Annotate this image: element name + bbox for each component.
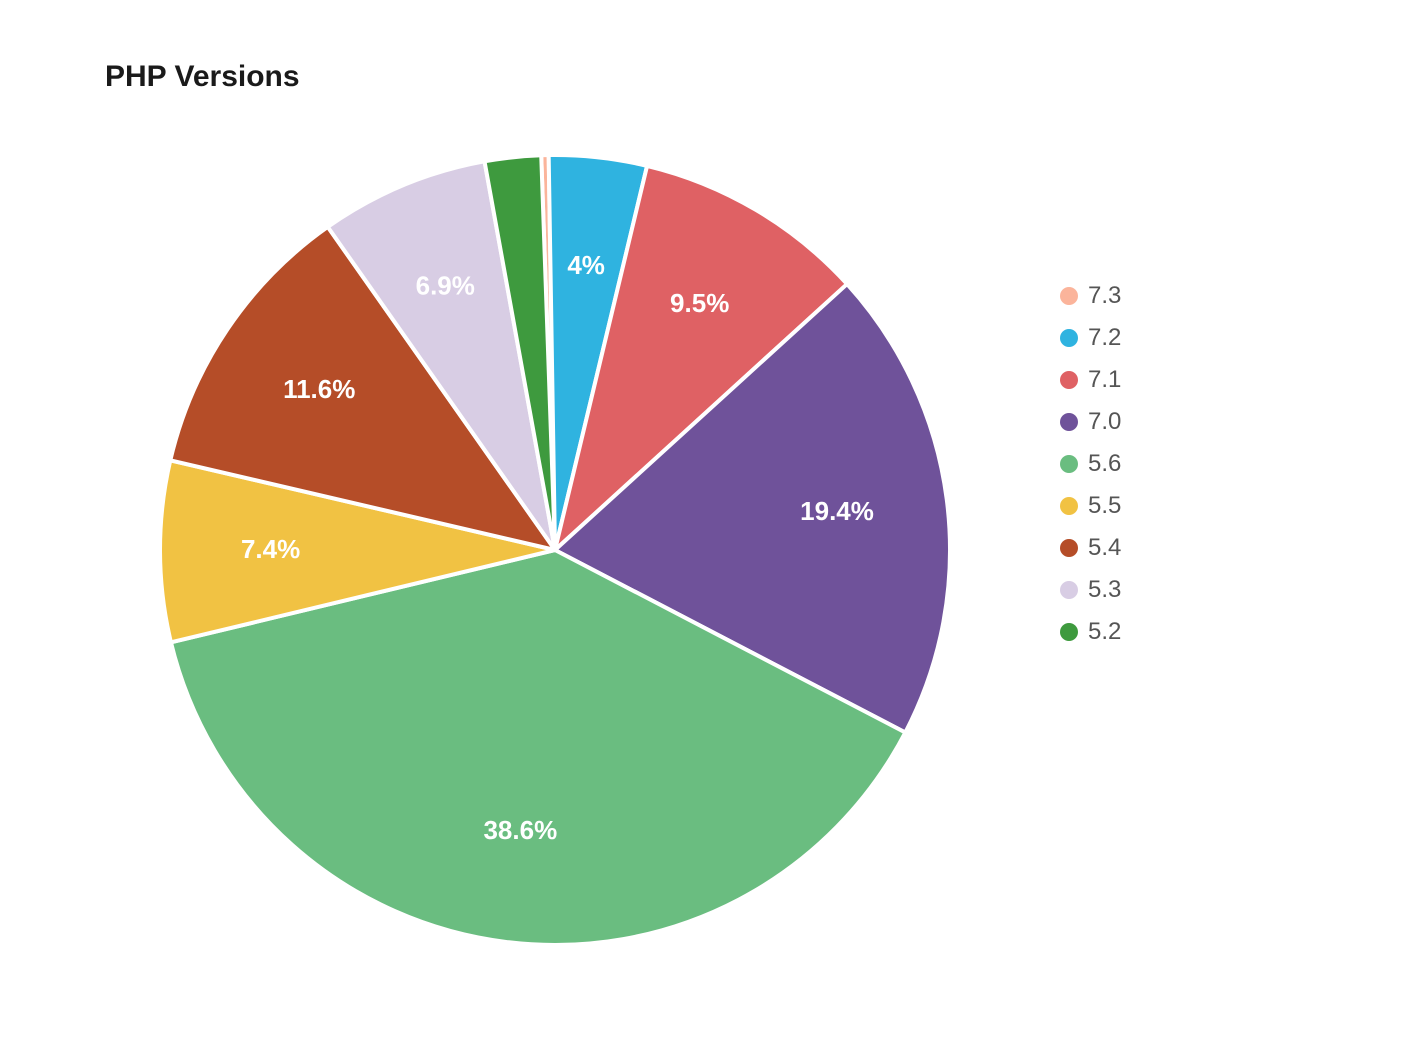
legend-item-5-3: 5.3 <box>1060 576 1121 604</box>
slice-label-5-6: 38.6% <box>483 815 557 845</box>
legend-swatch-icon <box>1060 497 1078 515</box>
legend-label: 5.4 <box>1088 534 1121 562</box>
legend-label: 7.2 <box>1088 324 1121 352</box>
slice-label-5-3: 6.9% <box>416 271 475 301</box>
legend-swatch-icon <box>1060 287 1078 305</box>
pie-svg: 4% 9.5% 19.4% 38.6% 7.4% 11.6% 6.9% <box>0 0 1404 1054</box>
legend-item-5-5: 5.5 <box>1060 492 1121 520</box>
legend-swatch-icon <box>1060 581 1078 599</box>
legend-swatch-icon <box>1060 413 1078 431</box>
legend-swatch-icon <box>1060 539 1078 557</box>
legend-item-5-2: 5.2 <box>1060 618 1121 646</box>
legend-label: 5.5 <box>1088 492 1121 520</box>
legend-label: 7.0 <box>1088 408 1121 436</box>
legend-swatch-icon <box>1060 455 1078 473</box>
legend-item-7-1: 7.1 <box>1060 366 1121 394</box>
slice-label-5-5: 7.4% <box>241 534 300 564</box>
slice-label-7-0: 19.4% <box>800 496 874 526</box>
legend-swatch-icon <box>1060 623 1078 641</box>
legend-item-5-6: 5.6 <box>1060 450 1121 478</box>
legend-label: 5.2 <box>1088 618 1121 646</box>
legend-item-7-2: 7.2 <box>1060 324 1121 352</box>
legend-swatch-icon <box>1060 371 1078 389</box>
chart-container: PHP Versions 4%9.5%19.4%38.6%7.4%11.6%6.… <box>0 0 1404 1054</box>
legend-label: 5.3 <box>1088 576 1121 604</box>
slice-label-7-2: 4% <box>567 250 605 280</box>
legend-swatch-icon <box>1060 329 1078 347</box>
pie-chart: 4% 9.5% 19.4% 38.6% 7.4% 11.6% 6.9% <box>0 0 1404 1054</box>
legend-label: 5.6 <box>1088 450 1121 478</box>
legend-item-5-4: 5.4 <box>1060 534 1121 562</box>
slice-label-5-4: 11.6% <box>283 374 355 404</box>
legend-label: 7.1 <box>1088 366 1121 394</box>
slice-label-7-1: 9.5% <box>670 288 729 318</box>
legend-label: 7.3 <box>1088 282 1121 310</box>
legend-item-7-0: 7.0 <box>1060 408 1121 436</box>
legend: 7.3 7.2 7.1 7.0 5.6 5.5 5.4 5.3 5.2 <box>1060 282 1121 646</box>
legend-item-7-3: 7.3 <box>1060 282 1121 310</box>
